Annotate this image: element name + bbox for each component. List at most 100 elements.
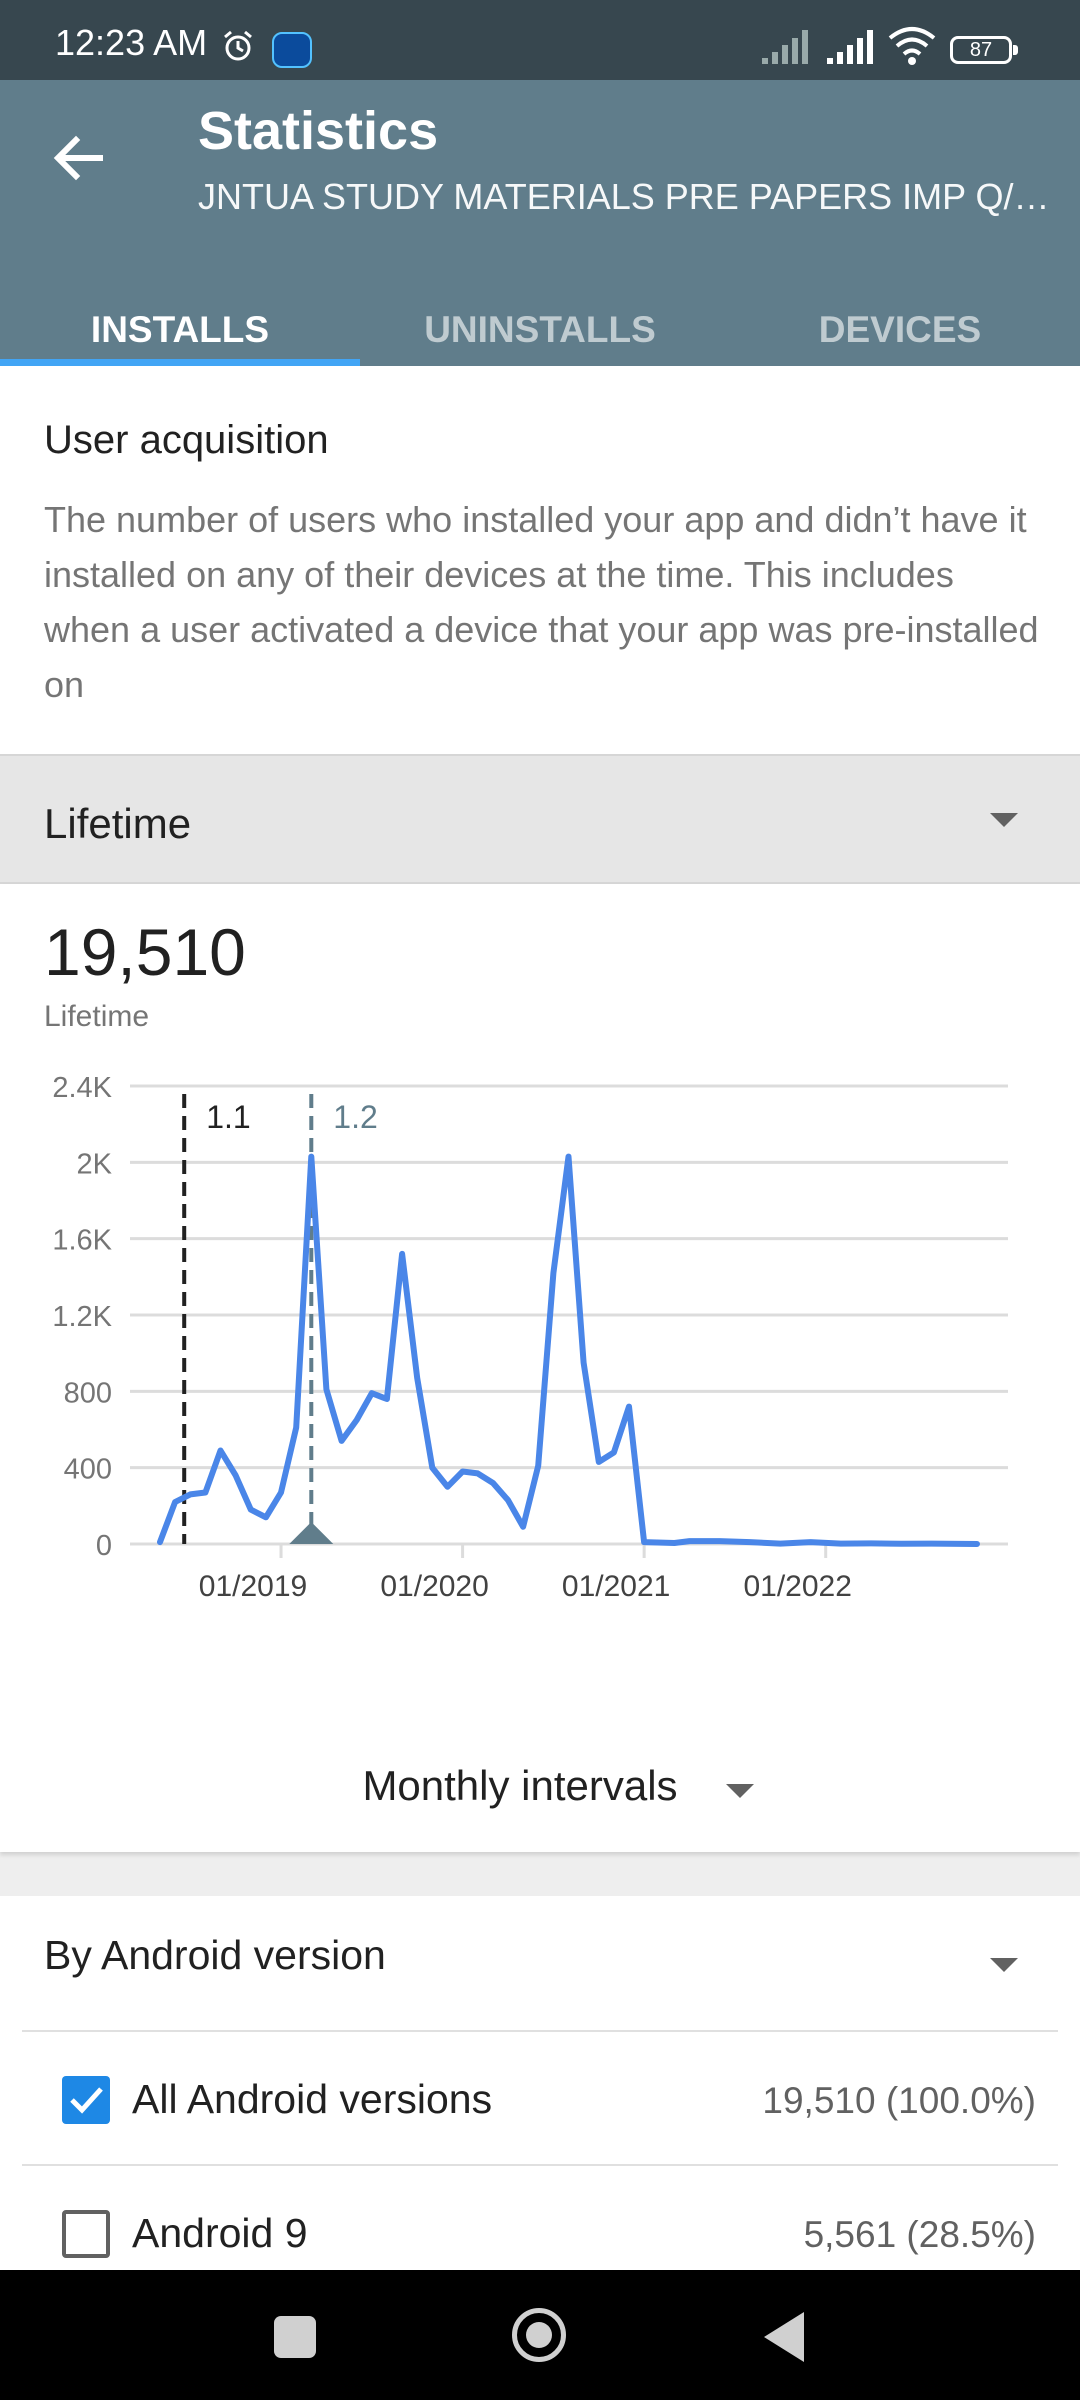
checkbox-checked[interactable]: [62, 2076, 110, 2124]
status-bar: 12:23 AM 87: [0, 0, 1080, 80]
data-point: [627, 1405, 631, 1409]
data-point: [672, 1541, 676, 1545]
y-tick-label: 800: [64, 1377, 112, 1409]
data-point: [809, 1540, 813, 1544]
wifi-icon: [888, 27, 936, 65]
description-card: User acquisition The number of users who…: [0, 366, 1080, 754]
chart-card: 19,510 Lifetime 0 400 800 1.2K 1.6K 2K 2.4K 01/…: [0, 884, 1080, 1852]
data-point: [748, 1540, 752, 1544]
data-point: [521, 1525, 525, 1529]
alarm-icon: [224, 30, 252, 61]
period-dropdown[interactable]: Lifetime: [0, 754, 1080, 884]
data-point: [491, 1481, 495, 1485]
release-marker-label: 1.2: [333, 1099, 377, 1135]
data-point: [203, 1490, 207, 1494]
interval-dropdown[interactable]: Monthly intervals: [0, 1762, 1080, 1810]
data-point: [778, 1542, 782, 1546]
system-nav-bar: [0, 2270, 1080, 2400]
data-point: [234, 1473, 238, 1477]
section-description: The number of users who installed your a…: [44, 499, 1039, 705]
data-point: [975, 1542, 979, 1546]
data-point: [294, 1426, 298, 1430]
tab-devices[interactable]: DEVICES: [818, 309, 982, 350]
x-tick-label: 01/2021: [562, 1570, 670, 1603]
home-icon[interactable]: [512, 2308, 566, 2362]
data-point: [400, 1252, 404, 1256]
data-point: [324, 1387, 328, 1391]
row-value: 19,510 (100.0%): [762, 2080, 1036, 2121]
arrow-back-icon[interactable]: [48, 120, 108, 196]
checkbox-unchecked[interactable]: [62, 2210, 110, 2258]
tab-uninstalls[interactable]: UNINSTALLS: [424, 309, 656, 350]
release-marker-label: 1.1: [206, 1099, 250, 1135]
data-point: [930, 1542, 934, 1546]
data-point: [249, 1508, 253, 1512]
series-line: [157, 1153, 980, 1547]
data-point: [309, 1155, 313, 1159]
divider: [22, 2030, 1058, 2032]
data-point: [355, 1418, 359, 1422]
data-point: [415, 1376, 419, 1380]
y-tick-label: 2K: [77, 1148, 113, 1180]
row-value: 5,561 (28.5%): [803, 2214, 1036, 2255]
active-tab-indicator: [0, 359, 360, 366]
page-title: Statistics: [198, 101, 439, 161]
back-triangle-icon[interactable]: [764, 2312, 804, 2362]
data-point: [173, 1500, 177, 1504]
data-point: [219, 1448, 223, 1452]
status-time: 12:23 AM: [55, 22, 208, 63]
data-point: [188, 1492, 192, 1496]
list-item[interactable]: Android 9 5,561 (28.5%): [0, 2166, 1080, 2298]
data-point: [430, 1466, 434, 1470]
data-point: [461, 1469, 465, 1473]
installs-chart: 0 400 800 1.2K 1.6K 2K 2.4K 01/2019 01/2020 01/20…: [52, 1072, 1008, 1603]
data-point: [279, 1490, 283, 1494]
list-item[interactable]: All Android versions 19,510 (100.0%): [0, 2032, 1080, 2164]
period-selected: Lifetime: [44, 800, 192, 847]
data-point: [445, 1485, 449, 1489]
data-point: [718, 1539, 722, 1543]
battery-icon: 87: [950, 36, 1018, 64]
data-point: [476, 1471, 480, 1475]
y-tick-label: 0: [96, 1530, 112, 1562]
total-label: Lifetime: [44, 1000, 150, 1033]
data-point: [612, 1450, 616, 1454]
row-label: All Android versions: [132, 2076, 493, 2122]
data-point: [597, 1460, 601, 1464]
total-installs: 19,510: [44, 915, 246, 989]
tab-installs[interactable]: INSTALLS: [90, 309, 270, 350]
android-version-dropdown[interactable]: By Android version: [44, 1932, 386, 1978]
app-name-subtitle: JNTUA STUDY MATERIALS PRE PAPERS IMP Q/A…: [198, 176, 1058, 217]
app-notification-icon: [272, 32, 312, 68]
x-tick-label: 01/2020: [380, 1570, 488, 1603]
recents-icon[interactable]: [274, 2316, 316, 2358]
data-point: [506, 1498, 510, 1502]
data-point: [582, 1361, 586, 1365]
divider: [22, 2164, 1058, 2166]
data-point: [264, 1515, 268, 1519]
data-point: [158, 1540, 162, 1544]
data-point: [567, 1155, 570, 1159]
check-icon: [70, 2087, 103, 2114]
data-point: [536, 1464, 540, 1468]
data-point: [340, 1439, 344, 1443]
data-point: [899, 1542, 903, 1546]
signal-icon: [762, 30, 808, 64]
data-point: [869, 1541, 873, 1545]
chevron-down-icon: [990, 1958, 1018, 1972]
app-toolbar: Statistics JNTUA STUDY MATERIALS PRE PAP…: [0, 80, 1080, 366]
y-tick-label: 400: [64, 1454, 112, 1486]
data-point: [642, 1540, 646, 1544]
tab-bar: INSTALLS UNINSTALLS DEVICES: [0, 266, 1080, 366]
data-point: [688, 1539, 692, 1543]
data-point: [839, 1542, 843, 1546]
data-point: [385, 1397, 389, 1401]
data-point: [551, 1271, 555, 1275]
release-marker-triangle: [289, 1522, 334, 1544]
chevron-down-icon: [990, 813, 1018, 827]
android-version-card: By Android version All Android versions …: [0, 1896, 1080, 2270]
chevron-down-icon: [726, 1784, 754, 1798]
signal-icon: [827, 30, 873, 64]
row-label: Android 9: [132, 2210, 308, 2256]
interval-selected: Monthly intervals: [362, 1762, 678, 1809]
